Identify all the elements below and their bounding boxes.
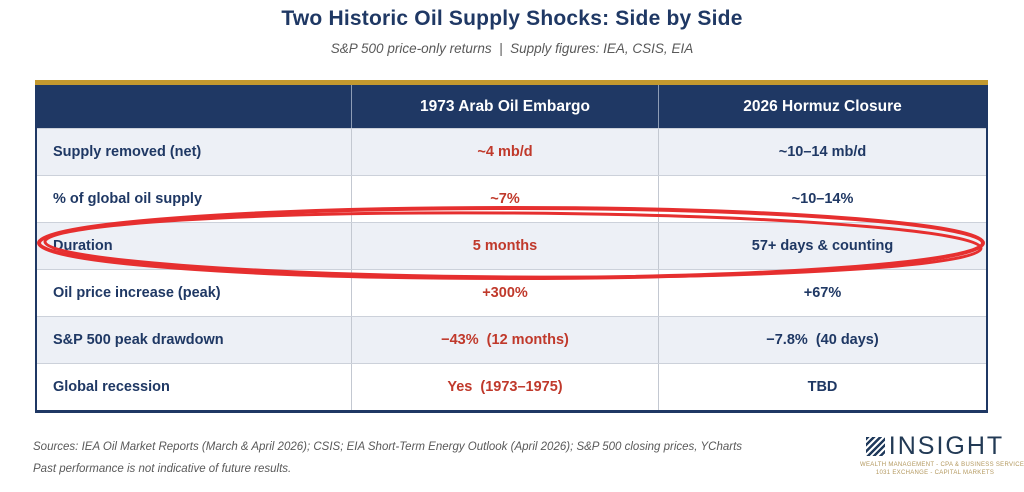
row-value-1973: 5 months xyxy=(351,223,658,269)
table-row: S&P 500 peak drawdown −43% (12 months) −… xyxy=(37,316,986,363)
comparison-table: 1973 Arab Oil Embargo 2026 Hormuz Closur… xyxy=(35,80,988,413)
table-row: Supply removed (net) ~4 mb/d ~10–14 mb/d xyxy=(37,128,986,175)
row-label: Global recession xyxy=(53,379,170,395)
row-value-2026: ~10–14% xyxy=(658,176,986,222)
page-subtitle: S&P 500 price-only returns | Supply figu… xyxy=(330,41,694,56)
sources-line2: Past performance is not indicative of fu… xyxy=(33,463,292,475)
table-row: Oil price increase (peak) +300% +67% xyxy=(37,269,986,316)
table-row: % of global oil supply ~7% ~10–14% xyxy=(37,175,986,222)
table-row: Global recession Yes (1973–1975) TBD xyxy=(37,363,986,410)
row-label: % of global oil supply xyxy=(53,191,203,207)
insight-hatched-square-icon xyxy=(865,437,885,456)
header-2026-hormuz: 2026 Hormuz Closure xyxy=(658,85,986,128)
row-value-2026: ~10–14 mb/d xyxy=(658,129,986,175)
row-label: Supply removed (net) xyxy=(53,144,202,160)
row-value-2026: 57+ days & counting xyxy=(658,223,986,269)
page-title: Two Historic Oil Supply Shocks: Side by … xyxy=(281,7,743,30)
logo-tagline-line2: 1031 EXCHANGE - CAPITAL MARKETS xyxy=(875,470,995,476)
row-value-2026: +67% xyxy=(658,270,986,316)
row-value-1973: ~4 mb/d xyxy=(351,129,658,175)
table-header-row: 1973 Arab Oil Embargo 2026 Hormuz Closur… xyxy=(37,85,986,128)
sources-footnote: Sources: IEA Oil Market Reports (March &… xyxy=(33,436,742,480)
row-value-1973: Yes (1973–1975) xyxy=(351,364,658,410)
row-value-1973: ~7% xyxy=(351,176,658,222)
row-value-2026: −7.8% (40 days) xyxy=(658,317,986,363)
row-label: Oil price increase (peak) xyxy=(53,285,221,301)
row-value-2026: TBD xyxy=(658,364,986,410)
sources-line1: Sources: IEA Oil Market Reports (March &… xyxy=(33,441,743,453)
row-label: Duration xyxy=(53,238,113,254)
insight-logo-wordmark: INSIGHT xyxy=(888,432,1005,460)
row-label: S&P 500 peak drawdown xyxy=(53,332,224,348)
table-row-duration-highlighted: Duration 5 months 57+ days & counting xyxy=(37,222,986,269)
gold-accent-bar xyxy=(35,80,988,85)
insight-logo: INSIGHT WEALTH MANAGEMENT - CPA & BUSINE… xyxy=(860,432,1024,477)
header-1973-embargo: 1973 Arab Oil Embargo xyxy=(351,85,658,128)
row-value-1973: −43% (12 months) xyxy=(351,317,658,363)
header-empty-cell xyxy=(37,85,351,128)
row-value-1973: +300% xyxy=(351,270,658,316)
logo-tagline-line1: WEALTH MANAGEMENT - CPA & BUSINESS SERVI… xyxy=(860,462,1024,468)
